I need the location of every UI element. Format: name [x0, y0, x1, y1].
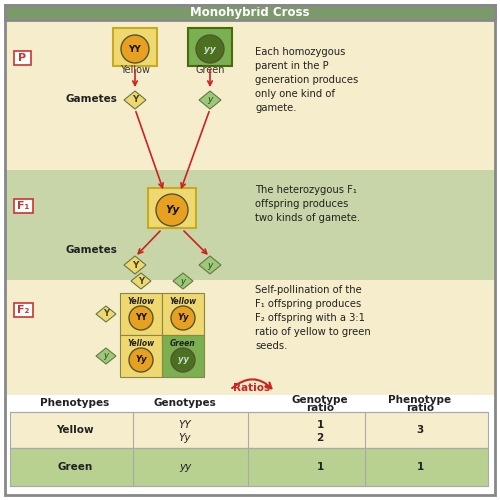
- Circle shape: [156, 194, 188, 226]
- Text: Y: Y: [132, 96, 138, 104]
- Polygon shape: [199, 256, 221, 274]
- FancyArrowPatch shape: [232, 380, 272, 388]
- Circle shape: [129, 306, 153, 330]
- Text: Yy: Yy: [179, 433, 191, 443]
- Text: 1: 1: [416, 462, 424, 472]
- Text: Genotypes: Genotypes: [154, 398, 216, 408]
- Text: Yy: Yy: [135, 356, 147, 364]
- Bar: [162, 293, 204, 335]
- Circle shape: [129, 348, 153, 372]
- Text: Yy: Yy: [165, 205, 179, 215]
- Text: 3: 3: [416, 425, 424, 435]
- Bar: [5, 5, 495, 20]
- Text: y: y: [208, 260, 212, 270]
- Bar: [5, 280, 495, 395]
- Text: 2: 2: [316, 433, 324, 443]
- Text: Green: Green: [58, 462, 92, 472]
- Bar: [14, 303, 33, 317]
- Bar: [10, 412, 488, 448]
- Polygon shape: [96, 348, 116, 364]
- Text: F₁: F₁: [18, 201, 29, 211]
- Text: Yy: Yy: [177, 314, 189, 322]
- Text: y: y: [180, 276, 186, 285]
- Bar: [120, 335, 162, 377]
- Bar: [10, 448, 488, 486]
- Text: yy: yy: [204, 44, 216, 54]
- Text: F₂: F₂: [18, 305, 29, 315]
- Text: ratio: ratio: [306, 403, 334, 413]
- Circle shape: [121, 35, 149, 63]
- Polygon shape: [124, 91, 146, 109]
- Circle shape: [196, 35, 224, 63]
- Text: ratio: ratio: [406, 403, 434, 413]
- Text: Gametes: Gametes: [65, 245, 117, 255]
- Text: Green: Green: [170, 338, 196, 347]
- Bar: [14, 51, 31, 65]
- Text: Yellow: Yellow: [56, 425, 94, 435]
- Text: Y: Y: [103, 310, 109, 318]
- Polygon shape: [131, 273, 151, 289]
- Text: Yellow: Yellow: [170, 296, 196, 306]
- Bar: [5, 20, 495, 170]
- Bar: [14, 199, 33, 213]
- Polygon shape: [96, 306, 116, 322]
- Bar: [162, 335, 204, 377]
- Bar: [148, 188, 196, 228]
- Text: Phenotype: Phenotype: [388, 395, 452, 405]
- Text: 1: 1: [316, 420, 324, 430]
- Text: Gametes: Gametes: [65, 94, 117, 104]
- Polygon shape: [124, 256, 146, 274]
- Text: The heterozygous F₁
offspring produces
two kinds of gamete.: The heterozygous F₁ offspring produces t…: [255, 185, 360, 223]
- Text: Phenotypes: Phenotypes: [40, 398, 110, 408]
- Bar: [113, 28, 157, 66]
- Bar: [5, 170, 495, 280]
- Text: Genotype: Genotype: [292, 395, 348, 405]
- Polygon shape: [173, 273, 193, 289]
- Text: Green: Green: [195, 65, 225, 75]
- Polygon shape: [199, 91, 221, 109]
- Text: YY: YY: [178, 420, 192, 430]
- Bar: [5, 395, 495, 495]
- Text: YY: YY: [135, 314, 147, 322]
- Text: Monohybrid Cross: Monohybrid Cross: [190, 6, 310, 19]
- Circle shape: [171, 348, 195, 372]
- Text: 1: 1: [316, 462, 324, 472]
- Circle shape: [171, 306, 195, 330]
- Text: y: y: [208, 96, 212, 104]
- Text: Y: Y: [138, 276, 144, 285]
- Text: P: P: [18, 53, 26, 63]
- Text: YY: YY: [128, 44, 141, 54]
- Bar: [188, 28, 232, 66]
- Text: Y: Y: [132, 260, 138, 270]
- Bar: [120, 293, 162, 335]
- Text: yy: yy: [178, 356, 188, 364]
- Text: y: y: [104, 352, 108, 360]
- Text: Ratios: Ratios: [234, 383, 270, 393]
- Text: Yellow: Yellow: [128, 338, 154, 347]
- Text: Self-pollination of the
F₁ offspring produces
F₂ offspring with a 3:1
ratio of y: Self-pollination of the F₁ offspring pro…: [255, 285, 371, 351]
- Text: yy: yy: [179, 462, 191, 472]
- Text: Each homozygous
parent in the P
generation produces
only one kind of
gamete.: Each homozygous parent in the P generati…: [255, 47, 358, 113]
- Text: Yellow: Yellow: [128, 296, 154, 306]
- Text: Yellow: Yellow: [120, 65, 150, 75]
